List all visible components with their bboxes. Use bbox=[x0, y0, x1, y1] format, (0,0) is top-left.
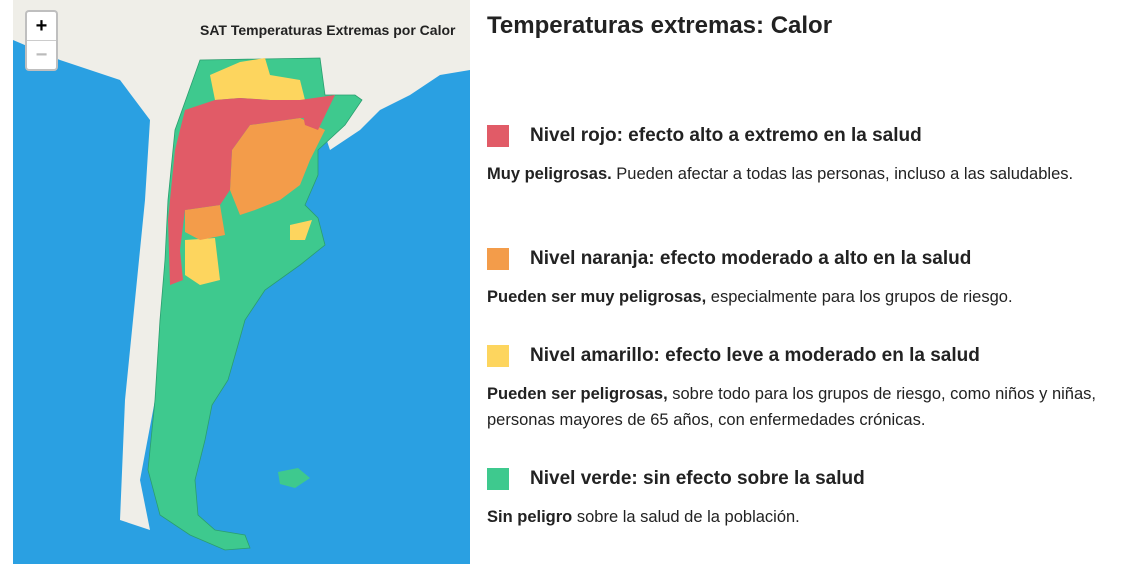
legend-description: Pueden ser peligrosas, sobre todo para l… bbox=[487, 381, 1127, 433]
legend-label: Nivel rojo: efecto alto a extremo en la … bbox=[530, 125, 922, 146]
legend-label: Nivel verde: sin efecto sobre la salud bbox=[530, 468, 865, 489]
legend-emphasis: Muy peligrosas. bbox=[487, 165, 612, 183]
islands bbox=[278, 468, 310, 488]
legend-panel: Temperaturas extremas: Calor Nivel rojo:… bbox=[487, 0, 1127, 526]
legend-heading: Nivel amarillo: efecto leve a moderado e… bbox=[487, 345, 1127, 367]
legend-heading: Nivel rojo: efecto alto a extremo en la … bbox=[487, 125, 1127, 147]
legend-text: sobre todo para los grupos de riesgo, co… bbox=[487, 385, 1096, 429]
region-yellow bbox=[185, 220, 312, 285]
legend-label: Nivel amarillo: efecto leve a moderado e… bbox=[530, 345, 980, 366]
zoom-control: + − bbox=[25, 10, 58, 71]
region-orange bbox=[185, 118, 325, 240]
legend-text: sobre la salud de la población. bbox=[576, 508, 800, 526]
legend-emphasis: Pueden ser muy peligrosas, bbox=[487, 288, 707, 306]
region-yellow bbox=[210, 58, 305, 100]
legend-swatch bbox=[487, 248, 509, 270]
legend-item: Nivel naranja: efecto moderado a alto en… bbox=[487, 248, 1127, 310]
legend-description: Sin peligro sobre la salud de la poblaci… bbox=[487, 504, 1127, 530]
legend-text: Pueden afectar a todas las personas, inc… bbox=[616, 165, 1074, 183]
legend-item: Nivel amarillo: efecto leve a moderado e… bbox=[487, 345, 1127, 433]
legend-swatch bbox=[487, 345, 509, 367]
legend-swatch bbox=[487, 125, 509, 147]
legend-description: Pueden ser muy peligrosas, especialmente… bbox=[487, 284, 1127, 310]
map bbox=[13, 0, 470, 564]
zoom-out[interactable]: − bbox=[27, 40, 56, 69]
neighbor-land bbox=[13, 0, 470, 530]
legend-emphasis: Sin peligro bbox=[487, 508, 573, 526]
legend-swatch bbox=[487, 468, 509, 490]
legend-emphasis: Pueden ser peligrosas, bbox=[487, 385, 668, 403]
legend-heading: Nivel verde: sin efecto sobre la salud bbox=[487, 468, 1127, 490]
legend-heading: Nivel naranja: efecto moderado a alto en… bbox=[487, 248, 1127, 270]
legend-item: Nivel verde: sin efecto sobre la salud Si… bbox=[487, 468, 1127, 530]
zoom-in[interactable]: + bbox=[35, 15, 48, 37]
map-title: SAT Temperaturas Extremas por Calor bbox=[200, 22, 456, 38]
legend-item: Nivel rojo: efecto alto a extremo en la … bbox=[487, 125, 1127, 187]
legend-label: Nivel naranja: efecto moderado a alto en… bbox=[530, 248, 972, 269]
legend-title: Temperaturas extremas: Calor bbox=[487, 12, 833, 39]
region-red bbox=[168, 95, 335, 285]
legend-text: especialmente para los grupos de riesgo. bbox=[710, 288, 1013, 306]
legend-description: Muy peligrosas. Pueden afectar a todas l… bbox=[487, 161, 1127, 187]
